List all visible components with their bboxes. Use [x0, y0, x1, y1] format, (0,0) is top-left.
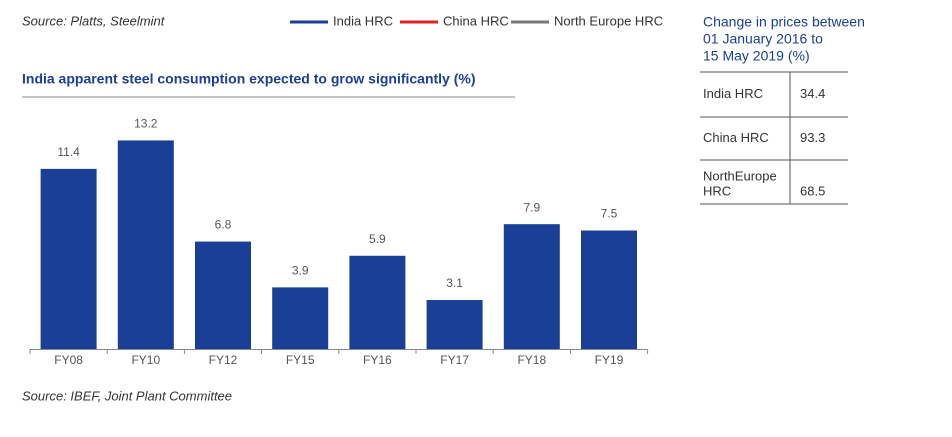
row-label: HRC: [703, 183, 731, 198]
row-value: 93.3: [800, 130, 825, 145]
row-label: NorthEurope: [703, 168, 777, 183]
legend-label: North Europe HRC: [554, 13, 663, 28]
value-label: 3.1: [446, 276, 463, 290]
bar: [581, 230, 637, 349]
x-tick-label: FY08: [54, 353, 83, 367]
value-label: 7.5: [601, 207, 618, 221]
table-title: Change in prices between: [703, 14, 865, 30]
value-label: 11.4: [57, 145, 80, 159]
x-tick-label: FY19: [595, 353, 624, 367]
x-tick-label: FY17: [440, 353, 469, 367]
chart-title: India apparent steel consumption expecte…: [22, 71, 476, 87]
bar: [117, 140, 174, 349]
bar: [349, 255, 406, 349]
row-value: 68.5: [800, 183, 825, 198]
bar: [40, 168, 97, 349]
value-label: 6.8: [215, 218, 232, 232]
row-label: India HRC: [703, 86, 763, 101]
bar: [195, 241, 251, 349]
value-label: 7.9: [523, 200, 540, 214]
row-label: China HRC: [703, 130, 769, 145]
legend-label: China HRC: [443, 13, 509, 28]
legend-label: India HRC: [333, 13, 393, 28]
table-title: 01 January 2016 to: [703, 31, 823, 47]
row-value: 34.4: [800, 86, 825, 101]
value-label: 5.9: [369, 232, 386, 246]
x-tick-label: FY10: [131, 353, 160, 367]
value-label: 13.2: [134, 117, 158, 131]
bar: [426, 300, 483, 349]
bar: [272, 287, 329, 349]
source: Source: Platts, Steelmint: [22, 13, 166, 28]
table-title: 15 May 2019 (%): [703, 48, 810, 64]
source: Source: IBEF, Joint Plant Committee: [22, 388, 232, 403]
bar: [503, 224, 560, 349]
x-tick-label: FY15: [286, 353, 315, 367]
x-tick-label: FY12: [209, 353, 238, 367]
value-label: 3.9: [292, 264, 309, 278]
x-tick-label: FY16: [363, 353, 392, 367]
x-tick-label: FY18: [517, 353, 546, 367]
